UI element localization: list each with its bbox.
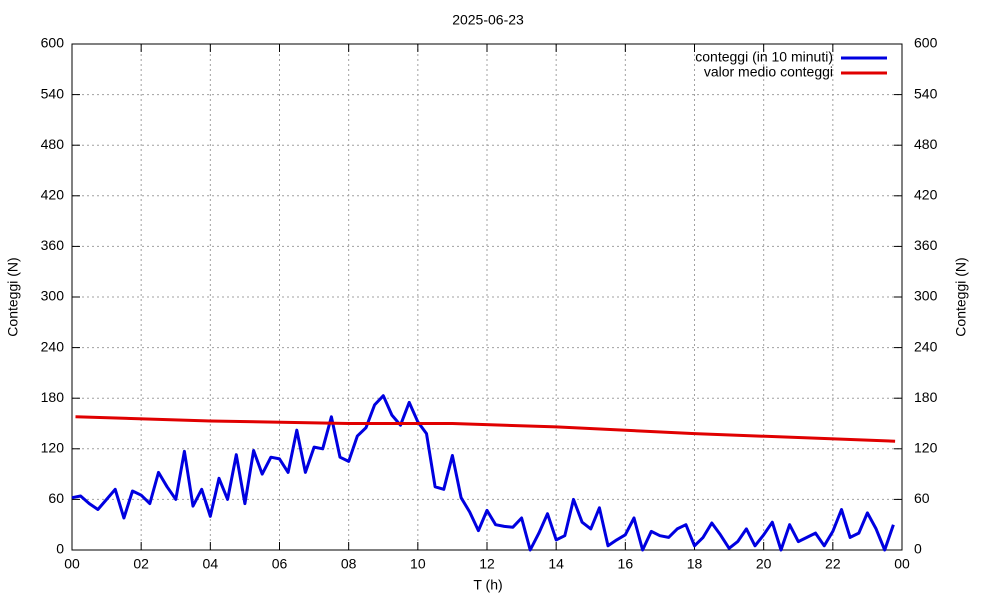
y-tick-label: 480 <box>41 136 65 152</box>
y-tick-label: 540 <box>41 85 65 101</box>
y-tick-label: 60 <box>48 490 64 506</box>
y-tick-label: 120 <box>41 440 65 456</box>
data-line <box>71 394 895 552</box>
y-axis-label: Conteggi (N) <box>5 257 21 336</box>
x-tick-label: 06 <box>272 556 288 572</box>
y2-tick-label: 300 <box>914 288 938 304</box>
x-tick-label: 14 <box>548 556 564 572</box>
data-line <box>75 415 896 443</box>
y2-tick-label: 600 <box>914 35 938 51</box>
x-tick-label: 12 <box>479 556 495 572</box>
x-tick-label: 08 <box>341 556 357 572</box>
x-tick-label: 10 <box>410 556 426 572</box>
plot-frame <box>71 43 903 551</box>
x-tick-label: 02 <box>133 556 149 572</box>
y2-axis-label: Conteggi (N) <box>953 257 969 336</box>
y-tick-label: 300 <box>41 288 65 304</box>
x-tick-label: 20 <box>756 556 772 572</box>
x-tick-label: 16 <box>618 556 634 572</box>
legend-label: conteggi (in 10 minuti) <box>695 49 833 65</box>
legend-label: valor medio conteggi <box>704 64 833 80</box>
y-tick-label: 180 <box>41 389 65 405</box>
y2-tick-label: 120 <box>914 440 938 456</box>
y-tick-label: 420 <box>41 187 65 203</box>
y2-tick-label: 360 <box>914 237 938 253</box>
y2-tick-label: 180 <box>914 389 938 405</box>
y-tick-label: 600 <box>41 35 65 51</box>
x-tick-label: 22 <box>825 556 841 572</box>
chart-title: 2025-06-23 <box>452 12 524 28</box>
x-tick-label: 00 <box>894 556 910 572</box>
x-tick-label: 00 <box>64 556 80 572</box>
y2-tick-label: 540 <box>914 85 938 101</box>
x-tick-label: 18 <box>687 556 703 572</box>
y2-tick-label: 0 <box>914 541 922 557</box>
x-tick-label: 04 <box>203 556 219 572</box>
y-tick-label: 240 <box>41 338 65 354</box>
y2-tick-label: 240 <box>914 338 938 354</box>
y2-tick-label: 480 <box>914 136 938 152</box>
y-tick-label: 0 <box>56 541 64 557</box>
y2-tick-label: 420 <box>914 187 938 203</box>
y-tick-label: 360 <box>41 237 65 253</box>
x-axis-label: T (h) <box>473 577 502 593</box>
y2-tick-label: 60 <box>914 490 930 506</box>
